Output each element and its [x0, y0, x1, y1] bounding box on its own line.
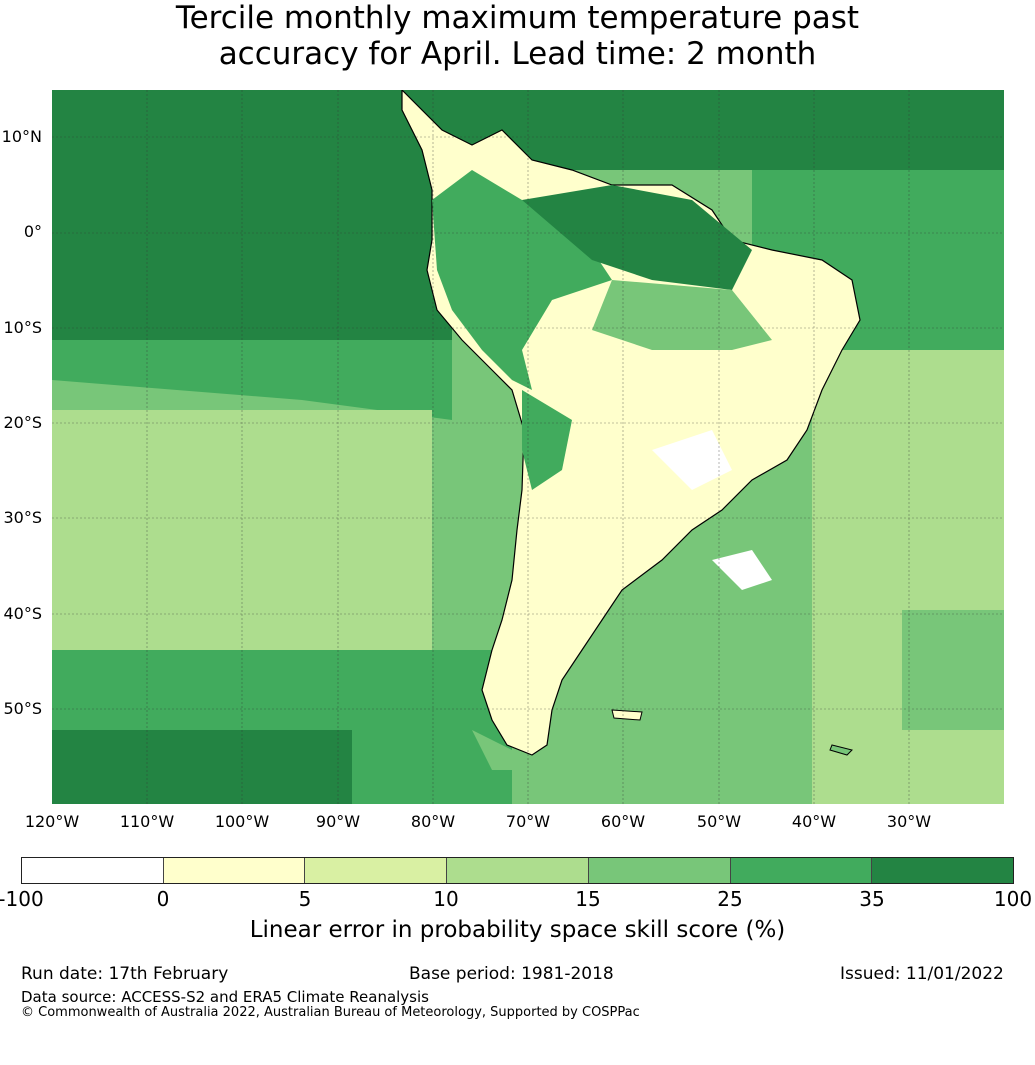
south-georgia — [829, 744, 853, 756]
colorbar-segment — [163, 858, 306, 883]
lat-label-20s: 20°S — [3, 413, 42, 432]
andes-skill-zone — [522, 390, 572, 490]
lat-label-10n: 10°N — [1, 127, 42, 146]
map-canvas — [52, 90, 1004, 804]
lon-label-40w: 40°W — [791, 812, 837, 831]
lat-label-50s: 50°S — [3, 699, 42, 718]
lon-label-110w: 110°W — [119, 812, 175, 831]
graticule — [52, 90, 1004, 804]
colorbar-label: Linear error in probability space skill … — [249, 917, 786, 943]
lon-label-80w: 80°W — [410, 812, 456, 831]
atlantic-south-band — [812, 350, 1004, 804]
lat-label-40s: 40°S — [3, 604, 42, 623]
colorbar-segment — [447, 858, 589, 883]
title-line-2: accuracy for April. Lead time: 2 month — [218, 36, 817, 72]
issued-date: Issued: 11/01/2022 — [840, 964, 1004, 984]
colorbar-tick: 0 — [156, 887, 170, 911]
colorbar-tick: 15 — [575, 887, 601, 911]
colorbar-segment — [22, 858, 164, 883]
lon-label-120w: 120°W — [24, 812, 80, 831]
falkland-islands — [611, 709, 643, 721]
colorbar-segment — [588, 858, 731, 883]
lat-label-10s: 10°S — [3, 318, 42, 337]
colorbar-segment — [730, 858, 873, 883]
central-skill-zone — [592, 280, 772, 350]
pacific-equatorial-band — [52, 340, 452, 420]
lat-label-0: 0° — [23, 222, 42, 241]
lon-label-50w: 50°W — [696, 812, 742, 831]
lon-label-70w: 70°W — [505, 812, 551, 831]
colorbar-tick: 25 — [717, 887, 743, 911]
low-skill-patch-1 — [652, 430, 732, 490]
southern-ocean-band — [52, 730, 352, 804]
lon-label-90w: 90°W — [315, 812, 361, 831]
low-skill-patch-2 — [712, 550, 772, 590]
lon-label-30w: 30°W — [886, 812, 932, 831]
run-date: Run date: 17th February — [21, 964, 229, 984]
colorbar-tick: 35 — [859, 887, 885, 911]
lon-label-60w: 60°W — [600, 812, 646, 831]
colorbar-tick: 5 — [298, 887, 312, 911]
copyright: © Commonwealth of Australia 2022, Austra… — [21, 1005, 640, 1020]
colorbar-segment — [305, 858, 448, 883]
colorbar-tick: 100 — [993, 887, 1033, 911]
colorbar — [21, 857, 1014, 884]
colorbar-tick: -100 — [0, 887, 44, 911]
base-period: Base period: 1981-2018 — [409, 964, 614, 984]
colorbar-segment — [872, 858, 1014, 883]
atlantic-patch — [902, 610, 1004, 730]
title-line-1: Tercile monthly maximum temperature past — [175, 0, 860, 36]
colorbar-tick: 10 — [433, 887, 459, 911]
lon-label-100w: 100°W — [214, 812, 270, 831]
chart-title: Tercile monthly maximum temperature past… — [0, 0, 1035, 72]
lat-label-30s: 30°S — [3, 508, 42, 527]
skill-score-map — [52, 90, 1004, 804]
patagonia-skill-zone — [472, 730, 532, 770]
northern-high-skill-zone — [522, 185, 752, 290]
data-source: Data source: ACCESS-S2 and ERA5 Climate … — [21, 988, 429, 1006]
